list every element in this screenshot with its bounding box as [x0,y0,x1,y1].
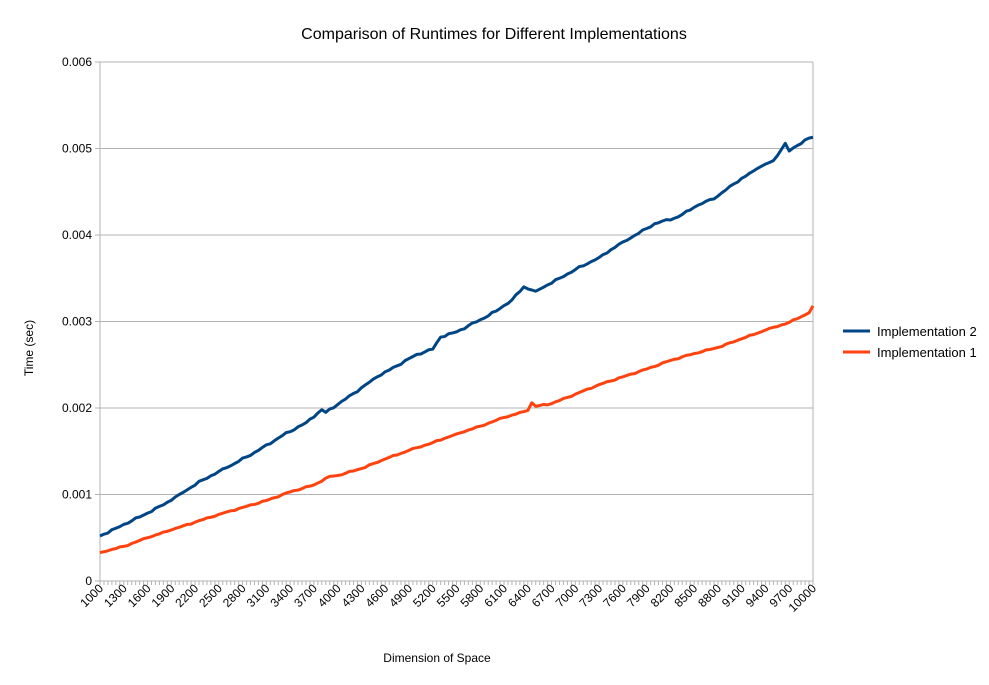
x-tick-label: 1300 [101,581,130,610]
x-tick-label: 2800 [220,581,249,610]
y-tick-label: 0.001 [62,488,92,502]
x-tick-label: 8800 [695,581,724,610]
x-tick-label: 10000 [786,581,820,615]
series-line-implementation-1 [99,305,815,554]
x-tick-label: 4900 [386,581,415,610]
legend: Implementation 2 Implementation 1 [843,324,977,360]
y-axis-ticks: 0 0.001 0.002 0.003 0.004 0.005 0.006 [62,55,100,588]
x-tick-label: 3400 [267,581,296,610]
x-tick-label: 5800 [458,581,487,610]
y-tick-label: 0 [85,574,92,588]
x-tick-label: 4300 [339,581,368,610]
grid-lines [99,61,814,582]
x-tick-label: 1900 [149,581,178,610]
legend-label-implementation-2: Implementation 2 [877,324,977,339]
x-tick-label: 6100 [481,581,510,610]
x-tick-label: 6400 [505,581,534,610]
x-tick-label: 7000 [553,581,582,610]
y-tick-label: 0.002 [62,401,92,415]
x-tick-label: 7900 [624,581,653,610]
series-lines [99,135,815,554]
chart-title: Comparison of Runtimes for Different Imp… [301,26,687,43]
x-tick-label: 5200 [410,581,439,610]
x-tick-label: 9400 [743,581,772,610]
x-tick-label: 1000 [77,581,106,610]
x-tick-label: 3100 [244,581,273,610]
x-tick-label: 9100 [719,581,748,610]
legend-label-implementation-1: Implementation 1 [877,345,977,360]
y-tick-label: 0.006 [62,55,92,69]
y-tick-label: 0.003 [62,315,92,329]
x-axis-ticks: 1000130016001900220025002800310034003700… [77,581,819,615]
y-tick-label: 0.005 [62,142,92,156]
y-axis-label: Time (sec) [22,320,36,376]
x-tick-label: 2200 [172,581,201,610]
x-tick-label: 7300 [576,581,605,610]
x-axis-label: Dimension of Space [383,651,491,665]
series-line-implementation-2 [99,135,814,538]
x-tick-label: 6700 [529,581,558,610]
x-tick-label: 4000 [315,581,344,610]
x-tick-label: 3700 [291,581,320,610]
x-tick-label: 1600 [125,581,154,610]
x-tick-label: 5500 [434,581,463,610]
x-tick-label: 4600 [363,581,392,610]
y-tick-label: 0.004 [62,228,92,242]
x-tick-label: 2500 [196,581,225,610]
x-tick-label: 7600 [600,581,629,610]
x-tick-label: 8200 [648,581,677,610]
x-tick-label: 8500 [672,581,701,610]
